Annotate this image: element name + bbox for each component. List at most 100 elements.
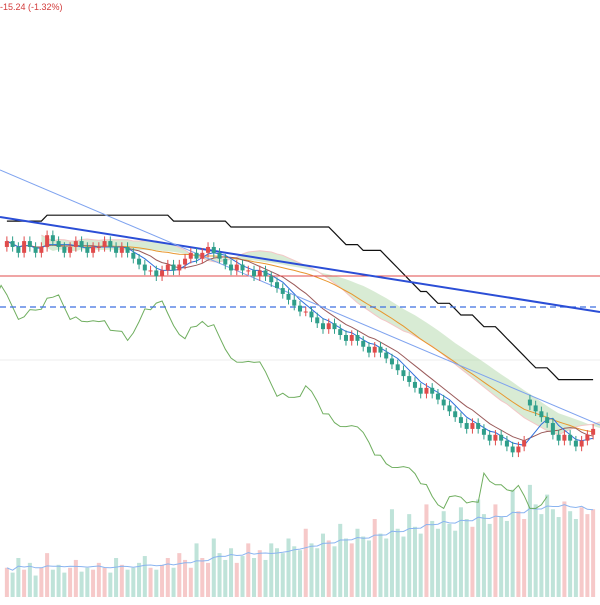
candle-body [568, 434, 573, 441]
candle-body [522, 440, 527, 447]
volume-bar [211, 538, 216, 597]
candle-body [320, 323, 326, 330]
volume-bar [424, 504, 429, 597]
volume-bar [343, 538, 348, 597]
candle-body [269, 276, 274, 283]
volume-ma-line [6, 504, 594, 571]
candle-body [177, 264, 182, 271]
volume-bar [481, 514, 486, 597]
volume-bar [309, 543, 314, 597]
volume-bar [137, 562, 142, 597]
volume-bar [545, 494, 550, 597]
volume-bar [217, 553, 222, 597]
volume-bar [522, 519, 527, 597]
volume-bar [470, 526, 475, 597]
volume-bar [177, 553, 182, 597]
volume-bar [407, 514, 412, 597]
candle-body [27, 241, 32, 247]
volume-bar [539, 514, 544, 597]
candle-body [252, 270, 257, 277]
candle-body [309, 311, 314, 318]
lagging-span [0, 284, 548, 510]
candle-body [286, 293, 291, 300]
volume-bar [39, 567, 44, 597]
candle-body [183, 258, 188, 265]
volume-bar [292, 546, 297, 597]
volume-bar [573, 519, 578, 597]
volume-bar [562, 501, 567, 597]
candle-body [464, 423, 469, 429]
volume-bar [142, 556, 147, 597]
volume-bar [56, 564, 61, 597]
candle-body [68, 246, 73, 253]
candle-body [85, 246, 90, 253]
volume-bar [280, 553, 285, 597]
volume-bar [252, 558, 257, 597]
volume-bar [504, 520, 509, 597]
candle-body [73, 241, 78, 247]
candle-body [430, 387, 435, 394]
candle-body [263, 270, 268, 277]
candle-body [160, 270, 165, 277]
volume-bar [274, 548, 280, 597]
candle-body [418, 387, 423, 394]
volume-bar [27, 562, 32, 597]
volume-bar [10, 572, 15, 597]
volume-bar [246, 543, 251, 597]
volume-bar [286, 538, 291, 597]
volume-bar [102, 567, 107, 597]
candle-body [194, 252, 199, 259]
candle-body [516, 446, 521, 453]
candle-body [234, 264, 239, 271]
candle-body [56, 241, 61, 247]
volume-bar [349, 543, 354, 597]
volume-bar [257, 550, 262, 597]
volume-bar [194, 543, 199, 597]
candle-body [4, 241, 9, 247]
candle-body [131, 252, 136, 259]
candle-body [407, 376, 412, 382]
thin-trendline [0, 169, 600, 426]
candle-body [366, 346, 371, 353]
volume-bar [45, 553, 50, 597]
volume-bar [234, 562, 239, 597]
volume-bar [499, 517, 504, 597]
volume-bar [430, 520, 435, 597]
candle-body [171, 264, 176, 271]
volume-bar [476, 499, 481, 597]
candle-body [79, 241, 84, 247]
volume-bar [378, 533, 383, 597]
candle-body [389, 358, 394, 365]
candle-body [108, 241, 113, 247]
volume-bar [165, 558, 170, 597]
candle-body [188, 252, 193, 259]
candle-body [372, 346, 377, 353]
candle-body [240, 264, 245, 271]
volume-bar [223, 559, 228, 597]
candle-body [384, 352, 389, 359]
volume-bar [412, 526, 417, 597]
candle-body [338, 329, 343, 335]
volume-bar [556, 517, 561, 597]
candle-body [223, 258, 228, 265]
candle-body [154, 270, 159, 277]
price-change-label: -15.24 (-1.32%) [0, 2, 63, 12]
volume-bar [119, 564, 124, 597]
candle-body [470, 423, 475, 429]
volume-bar [453, 530, 458, 597]
volume-bar [315, 548, 320, 597]
candle-body [119, 246, 124, 253]
candle-body [125, 246, 130, 253]
volume-bar [183, 559, 188, 597]
main-trendline [0, 216, 600, 313]
candle-body [562, 434, 567, 441]
volume-bar [591, 509, 596, 597]
candle-body [458, 417, 463, 424]
candle-body [585, 434, 590, 441]
volume-bar [33, 575, 38, 597]
candle-body [424, 387, 429, 394]
volume-bar [487, 523, 492, 597]
volume-bar [108, 572, 113, 597]
donchian-channel-line [6, 214, 594, 381]
